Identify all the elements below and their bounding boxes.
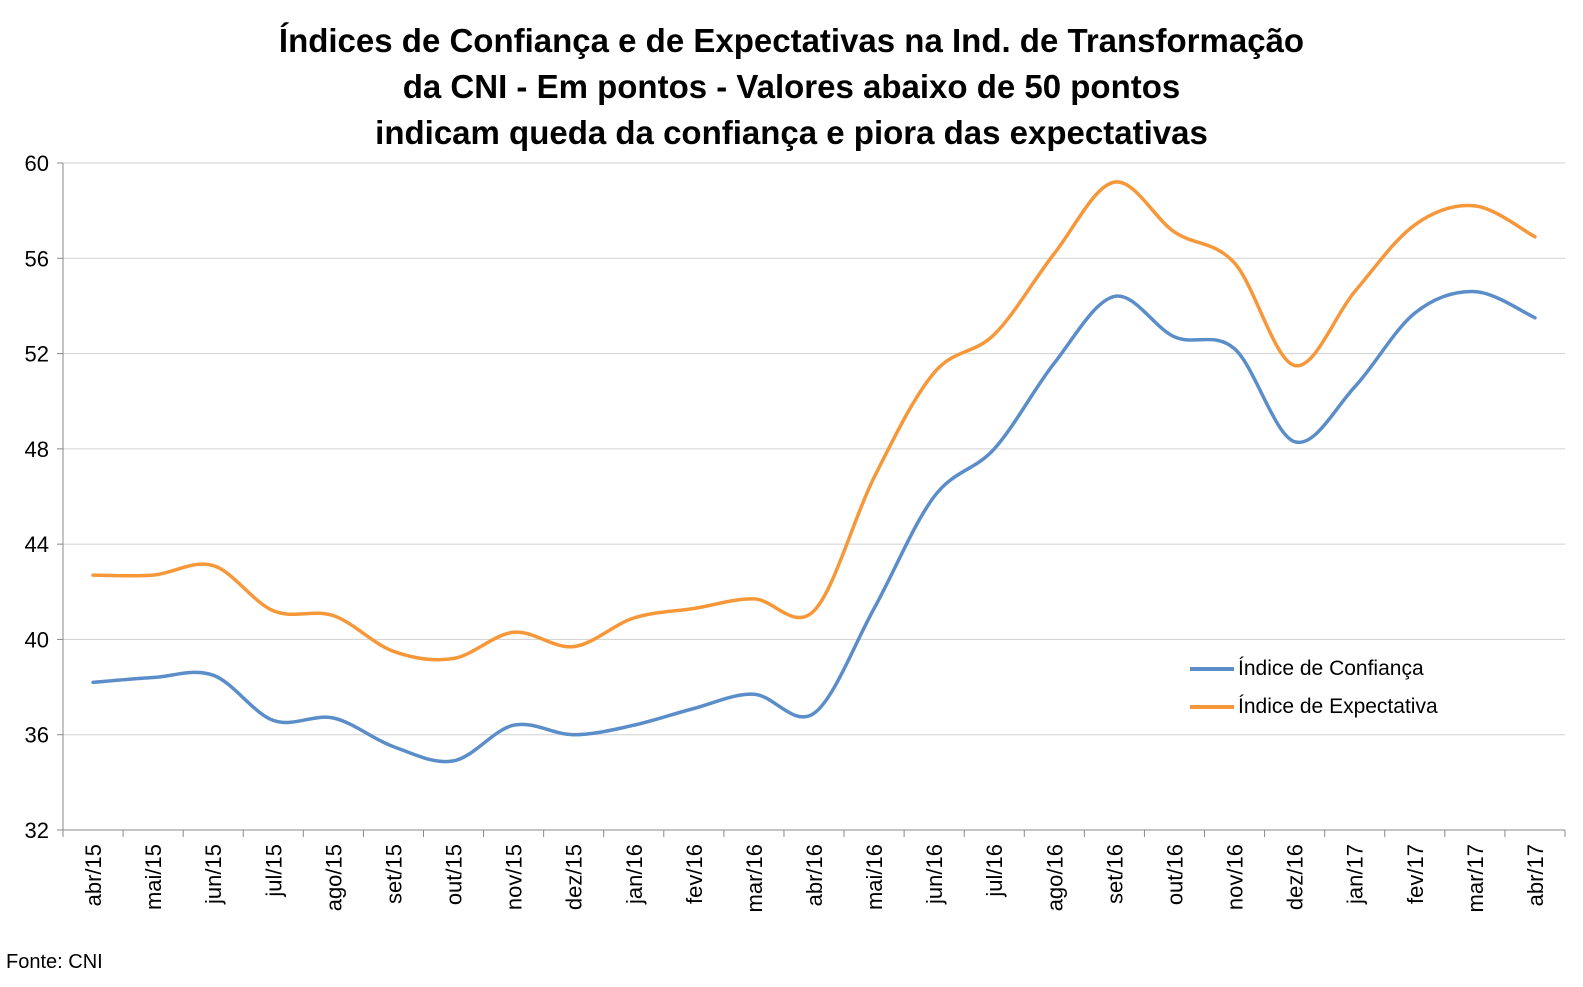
y-tick-label: 60 [25,151,49,176]
x-tick-label: mai/16 [862,844,887,910]
x-axis-tick-labels: abr/15 mai/15 jun/15 jul/15 ago/15 set/15 out/… [81,844,1548,912]
x-tick-label: jun/15 [201,844,226,905]
x-tick-label: fev/17 [1403,844,1428,904]
x-tick-label: set/16 [1102,844,1127,904]
chart-title-line-1: Índices de Confiança e de Expectativas n… [278,22,1305,59]
x-tick-label: abr/15 [81,844,106,906]
x-tick-label: mar/16 [742,844,767,912]
chart-title-line-2: da CNI - Em pontos - Valores abaixo de 5… [402,68,1181,105]
x-tick-label: ago/16 [1042,844,1067,911]
gridlines [63,162,1565,736]
y-tick-label: 52 [25,342,49,367]
y-axis-tick-labels: 32 36 40 44 48 52 56 60 [25,151,49,843]
legend-swatch-confianca [1190,667,1234,671]
x-tick-label: ago/15 [321,844,346,911]
x-tick-label: mar/17 [1463,844,1488,912]
x-tick-label: jun/16 [922,844,947,905]
x-tick-label: nov/16 [1223,844,1248,910]
axes [57,162,1566,837]
x-tick-label: out/16 [1162,844,1187,905]
x-tick-label: fev/16 [682,844,707,904]
y-tick-label: 40 [25,627,49,652]
y-tick-label: 48 [25,437,49,462]
x-tick-label: jan/17 [1343,844,1368,905]
x-tick-label: jan/16 [622,844,647,905]
y-tick-label: 32 [25,818,49,843]
y-tick-label: 36 [25,723,49,748]
x-tick-label: jul/15 [261,844,286,898]
x-tick-label: abr/17 [1523,844,1548,906]
chart-title-line-3: indicam queda da confiança e piora das e… [375,114,1208,151]
legend: Índice de Confiança Índice de Expectativ… [1190,650,1438,726]
series-line-expectativa [91,180,1537,662]
chart-title: Índices de Confiança e de Expectativas n… [0,18,1583,156]
x-tick-label: dez/16 [1283,844,1308,910]
y-tick-label: 44 [25,532,49,557]
x-tick-label: jul/16 [982,844,1007,898]
x-tick-label: mai/15 [141,844,166,910]
x-tick-label: set/15 [381,844,406,904]
legend-item-confianca: Índice de Confiança [1190,650,1438,688]
legend-item-expectativa: Índice de Expectativa [1190,688,1438,726]
x-tick-label: abr/16 [802,844,827,906]
x-tick-label: nov/15 [502,844,527,910]
y-tick-label: 56 [25,246,49,271]
series-lines [91,180,1537,764]
series-line-confianca [91,289,1537,764]
legend-swatch-expectativa [1190,705,1234,709]
legend-label-confianca: Índice de Confiança [1238,657,1424,680]
x-tick-label: out/15 [442,844,467,905]
x-tick-label: dez/15 [562,844,587,910]
legend-label-expectativa: Índice de Expectativa [1238,695,1438,718]
source-note: Fonte: CNI [6,951,103,973]
